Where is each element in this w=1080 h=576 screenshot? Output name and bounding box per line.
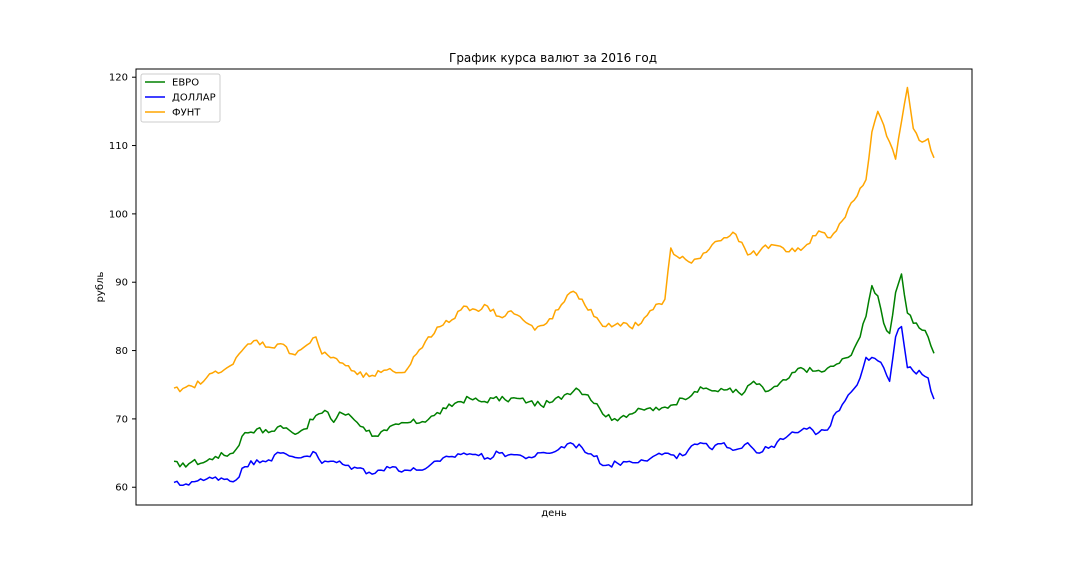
legend-box xyxy=(140,73,221,123)
x-axis-label: день xyxy=(541,508,567,519)
legend: ЕВРО ДОЛЛАР ФУНТ xyxy=(140,73,221,123)
legend-label-3: ФУНТ xyxy=(172,108,201,119)
plot-lines xyxy=(173,86,935,487)
y-tick-label: 100 xyxy=(109,209,128,220)
y-tick-label: 110 xyxy=(109,141,128,152)
y-tick-label: 90 xyxy=(115,278,128,289)
y-tick-label: 60 xyxy=(115,483,128,494)
plot-frame xyxy=(135,68,973,506)
y-tick-label: 80 xyxy=(115,346,128,357)
legend-label-1: ЕВРО xyxy=(172,78,199,89)
legend-label-2: ДОЛЛАР xyxy=(172,93,216,104)
chart-title: График курса валют за 2016 год xyxy=(449,51,657,65)
y-axis: 60 70 80 90 100 110 120 xyxy=(109,73,136,494)
y-tick-label: 120 xyxy=(109,73,128,84)
series-line-2 xyxy=(173,325,935,487)
series-line-1 xyxy=(173,273,935,468)
y-axis-label: рубль xyxy=(95,272,106,303)
y-tick-label: 70 xyxy=(115,414,128,425)
series-line-3 xyxy=(173,86,935,393)
